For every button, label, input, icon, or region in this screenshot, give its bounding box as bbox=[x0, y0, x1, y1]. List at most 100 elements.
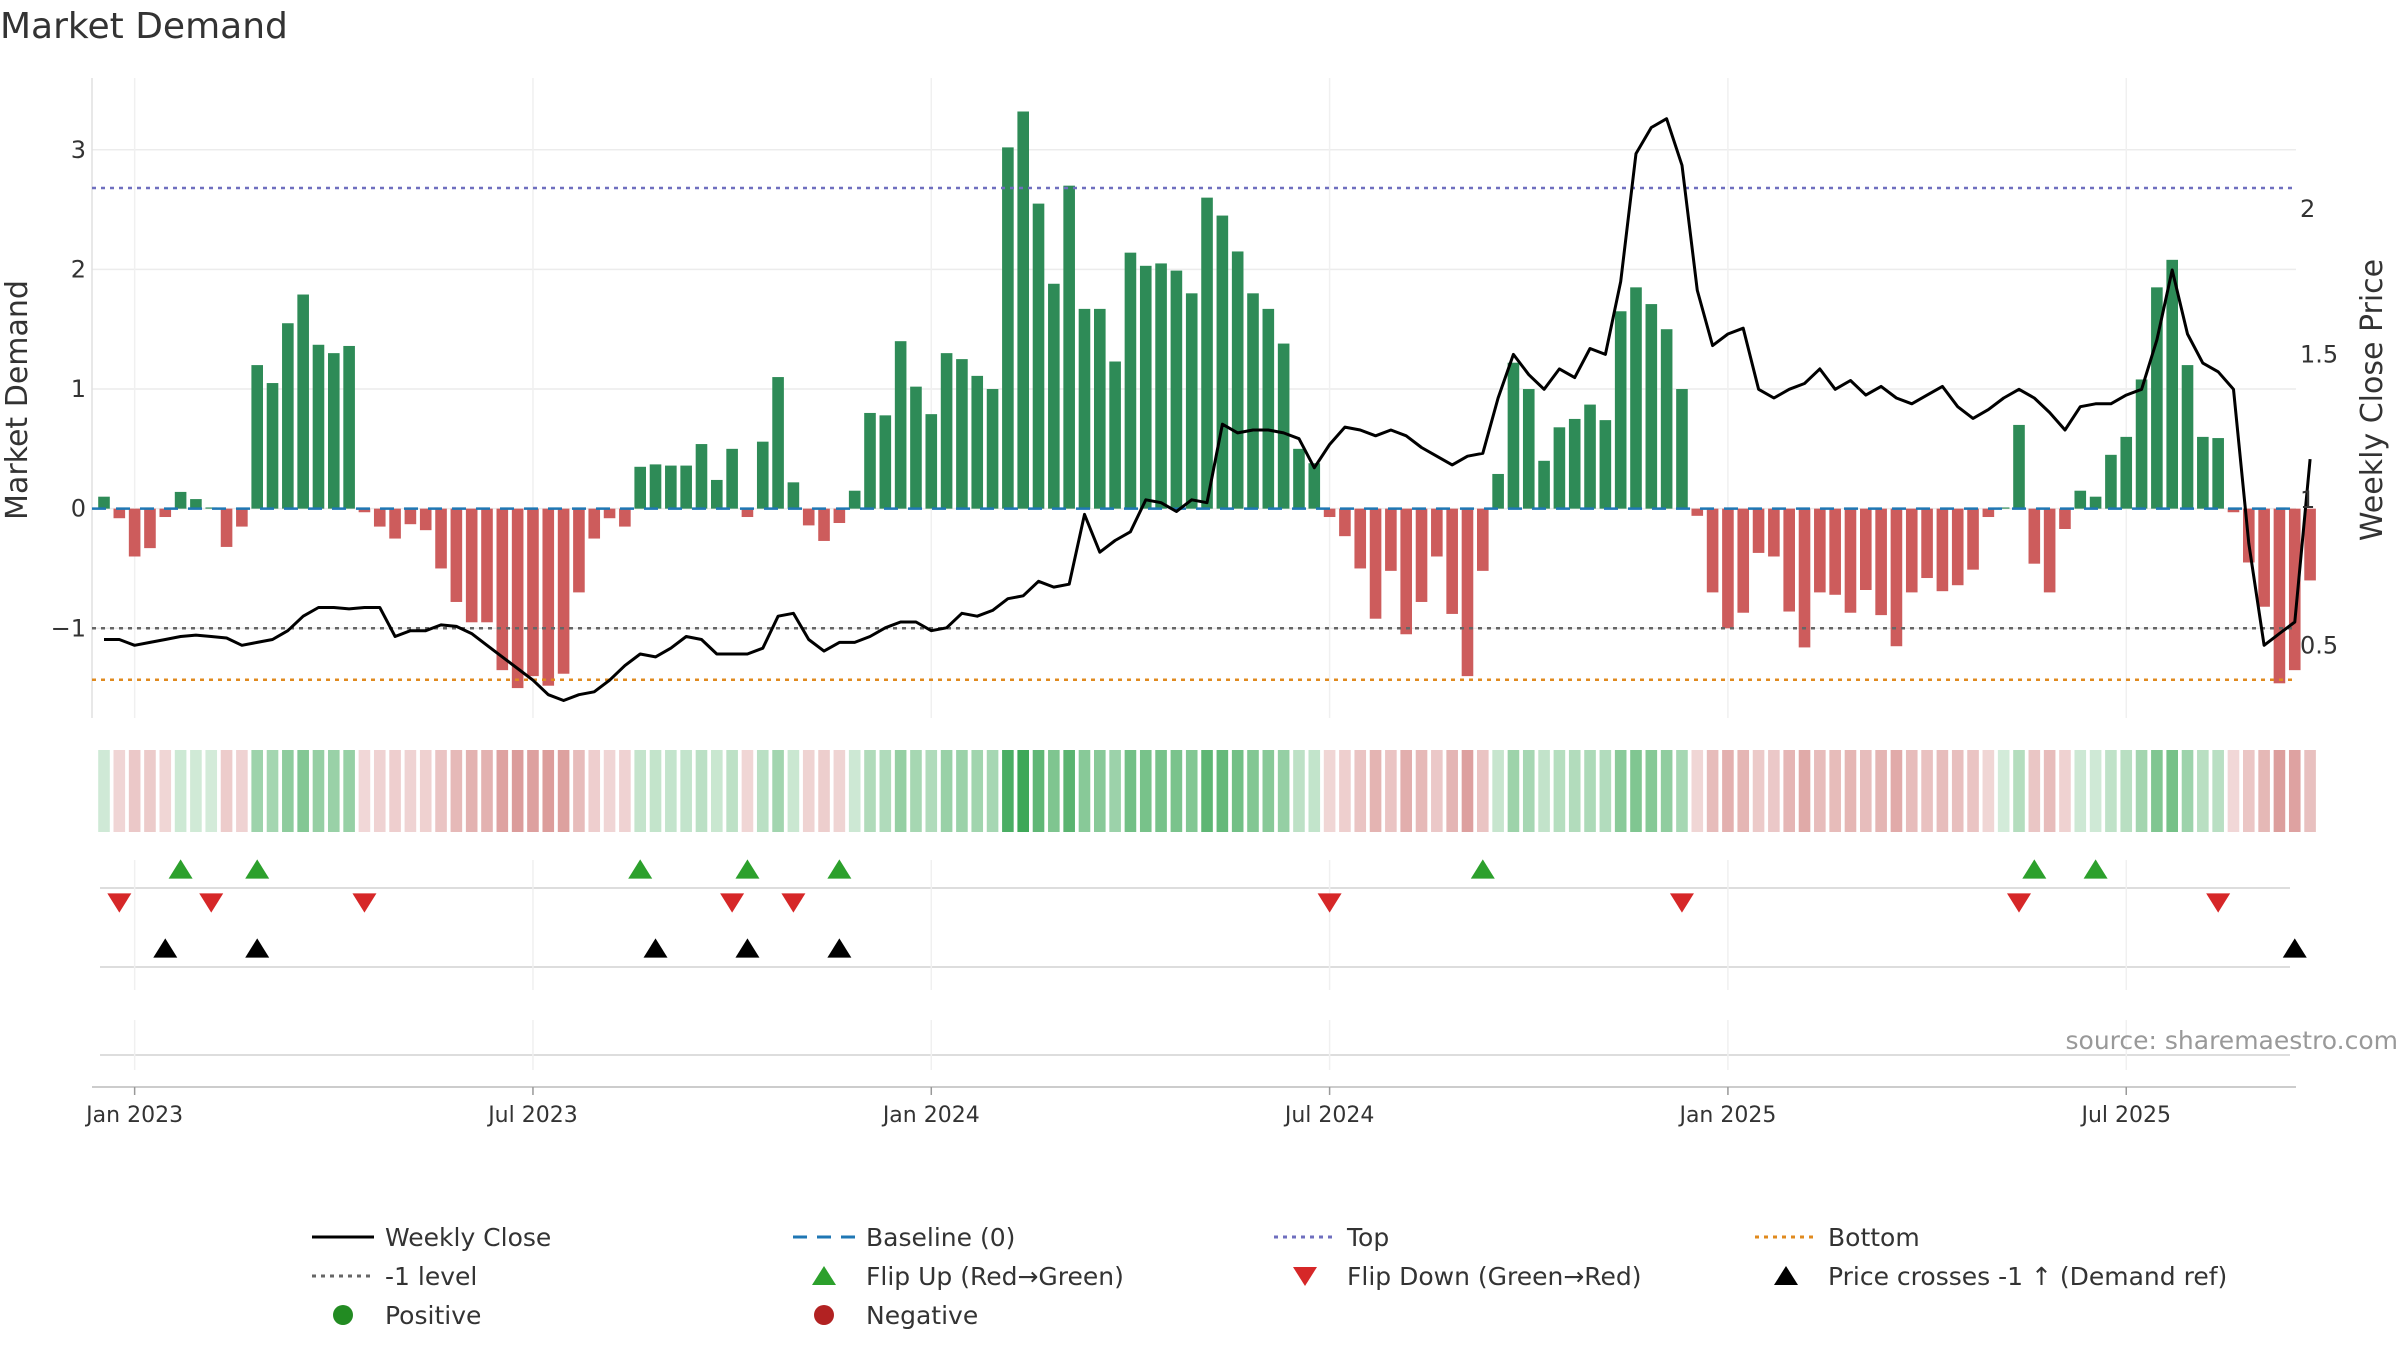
heat-cell bbox=[297, 750, 309, 832]
demand-bar bbox=[1155, 263, 1167, 509]
heat-cell bbox=[2273, 750, 2286, 832]
heat-cell bbox=[1461, 750, 1474, 832]
heat-cell bbox=[1094, 750, 1106, 832]
demand-bar bbox=[144, 508, 156, 549]
heat-cell bbox=[1155, 750, 1167, 832]
x-tick-label: Jul 2024 bbox=[1283, 1103, 1375, 1128]
demand-bar bbox=[282, 323, 294, 509]
legend-bottom-label: Bottom bbox=[1828, 1223, 1920, 1252]
heat-cell bbox=[389, 750, 401, 832]
flip-down-marker bbox=[2206, 893, 2231, 913]
demand-bar bbox=[1247, 293, 1259, 509]
heat-cell bbox=[588, 750, 601, 832]
demand-bar bbox=[1109, 361, 1121, 509]
heat-cell bbox=[1369, 750, 1382, 832]
chart-title: Market Demand bbox=[0, 6, 288, 47]
heat-cell bbox=[557, 750, 570, 832]
heat-cell bbox=[1477, 750, 1489, 832]
demand-bar bbox=[772, 377, 784, 509]
demand-bar bbox=[2288, 508, 2301, 671]
heat-cell bbox=[634, 750, 646, 832]
heat-cell bbox=[1905, 750, 1918, 832]
demand-bar bbox=[1630, 287, 1642, 509]
flip-down-marker bbox=[352, 893, 377, 913]
demand-bar bbox=[1814, 508, 1826, 593]
heat-cell bbox=[1201, 750, 1213, 832]
price-cross-marker bbox=[827, 938, 852, 958]
demand-bar bbox=[496, 508, 509, 671]
demand-bar bbox=[450, 508, 463, 602]
demand-bar bbox=[2135, 379, 2148, 509]
heat-cell bbox=[1339, 750, 1351, 832]
heat-cell bbox=[1936, 750, 1949, 832]
demand-bar bbox=[98, 496, 110, 509]
demand-bar bbox=[1078, 308, 1091, 509]
demand-bar bbox=[236, 508, 248, 527]
demand-bar bbox=[1339, 508, 1351, 537]
legend-flip-up-swatch bbox=[812, 1266, 836, 1285]
demand-bar bbox=[2166, 259, 2178, 509]
demand-bar bbox=[818, 508, 830, 541]
demand-bar bbox=[1048, 283, 1060, 509]
heat-cell bbox=[1783, 750, 1795, 832]
heat-cell bbox=[190, 750, 202, 832]
heat-cell bbox=[527, 750, 539, 832]
heat-cell bbox=[1660, 750, 1673, 832]
demand-bar bbox=[2074, 490, 2087, 509]
legend-positive-label: Positive bbox=[385, 1301, 481, 1330]
demand-bar bbox=[986, 389, 999, 509]
heat-cell bbox=[603, 750, 616, 832]
demand-bar bbox=[1170, 270, 1183, 509]
legend: Weekly Close Baseline (0) Top Bottom -1 leve… bbox=[312, 1223, 2227, 1330]
heat-cell bbox=[787, 750, 800, 832]
y2-tick-label: 1 bbox=[2300, 486, 2315, 514]
heat-cell bbox=[174, 750, 187, 832]
demand-bar bbox=[159, 508, 172, 518]
demand-bar bbox=[741, 508, 754, 518]
demand-bar bbox=[1691, 508, 1704, 516]
heat-cell bbox=[2151, 750, 2163, 832]
heat-cell bbox=[756, 750, 769, 832]
heat-cell bbox=[680, 750, 692, 832]
demand-bar bbox=[2227, 508, 2240, 513]
demand-bar bbox=[1477, 508, 1489, 571]
demand-bar bbox=[266, 383, 279, 509]
demand-bar bbox=[1277, 343, 1290, 509]
x-axis-panel: Jan 2023 Jul 2023 Jan 2024 Jul 2024 Jan 2025… bbox=[84, 1086, 2296, 1128]
demand-bar bbox=[465, 508, 478, 623]
demand-bar bbox=[940, 353, 953, 509]
heat-cell bbox=[1875, 750, 1887, 832]
heat-cell bbox=[312, 750, 325, 832]
demand-bar bbox=[343, 345, 355, 509]
demand-bar bbox=[251, 365, 263, 509]
flip-up-marker bbox=[827, 859, 852, 879]
heat-cell bbox=[113, 750, 126, 832]
y-axis-label: Market Demand bbox=[0, 280, 35, 520]
heat-cell bbox=[1185, 750, 1198, 832]
heat-cell bbox=[373, 750, 386, 832]
heat-cell bbox=[1415, 750, 1428, 832]
heat-cell bbox=[1538, 750, 1550, 832]
demand-bar bbox=[2181, 365, 2194, 509]
demand-bar bbox=[1921, 508, 1933, 579]
legend-positive-swatch bbox=[333, 1305, 353, 1325]
demand-bar bbox=[312, 344, 325, 509]
demand-bar bbox=[971, 375, 984, 509]
heat-cell bbox=[2212, 750, 2224, 832]
heat-cell bbox=[2227, 750, 2240, 832]
demand-bar bbox=[1875, 508, 1887, 616]
flip-up-marker bbox=[2022, 859, 2047, 879]
heat-cell bbox=[2166, 750, 2178, 832]
demand-bar bbox=[1446, 508, 1458, 614]
heat-cell bbox=[496, 750, 509, 832]
heat-cell bbox=[1124, 750, 1137, 832]
heat-cell bbox=[619, 750, 631, 832]
demand-bar bbox=[680, 465, 692, 509]
legend-triangle bbox=[812, 1266, 836, 1285]
flip-down-marker bbox=[1669, 893, 1694, 913]
heat-cell bbox=[726, 750, 738, 832]
heat-cell bbox=[1951, 750, 1964, 832]
heat-cell bbox=[1247, 750, 1259, 832]
heat-cell bbox=[1890, 750, 1903, 832]
demand-bar bbox=[1936, 508, 1949, 592]
